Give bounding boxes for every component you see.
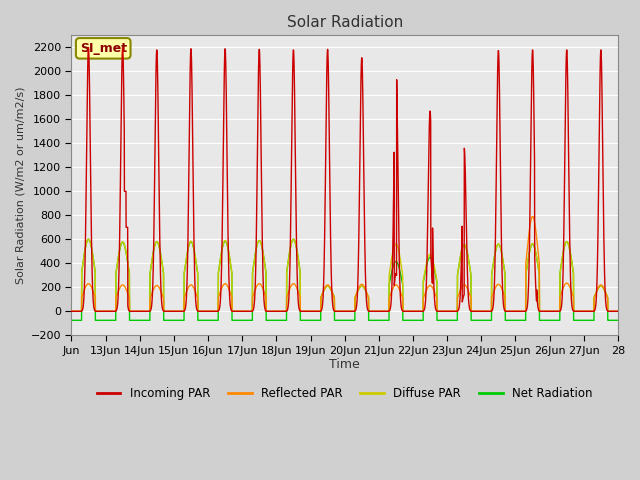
- Text: SI_met: SI_met: [79, 42, 127, 55]
- Legend: Incoming PAR, Reflected PAR, Diffuse PAR, Net Radiation: Incoming PAR, Reflected PAR, Diffuse PAR…: [92, 382, 597, 404]
- X-axis label: Time: Time: [330, 359, 360, 372]
- Title: Solar Radiation: Solar Radiation: [287, 15, 403, 30]
- Y-axis label: Solar Radiation (W/m2 or um/m2/s): Solar Radiation (W/m2 or um/m2/s): [15, 86, 25, 284]
